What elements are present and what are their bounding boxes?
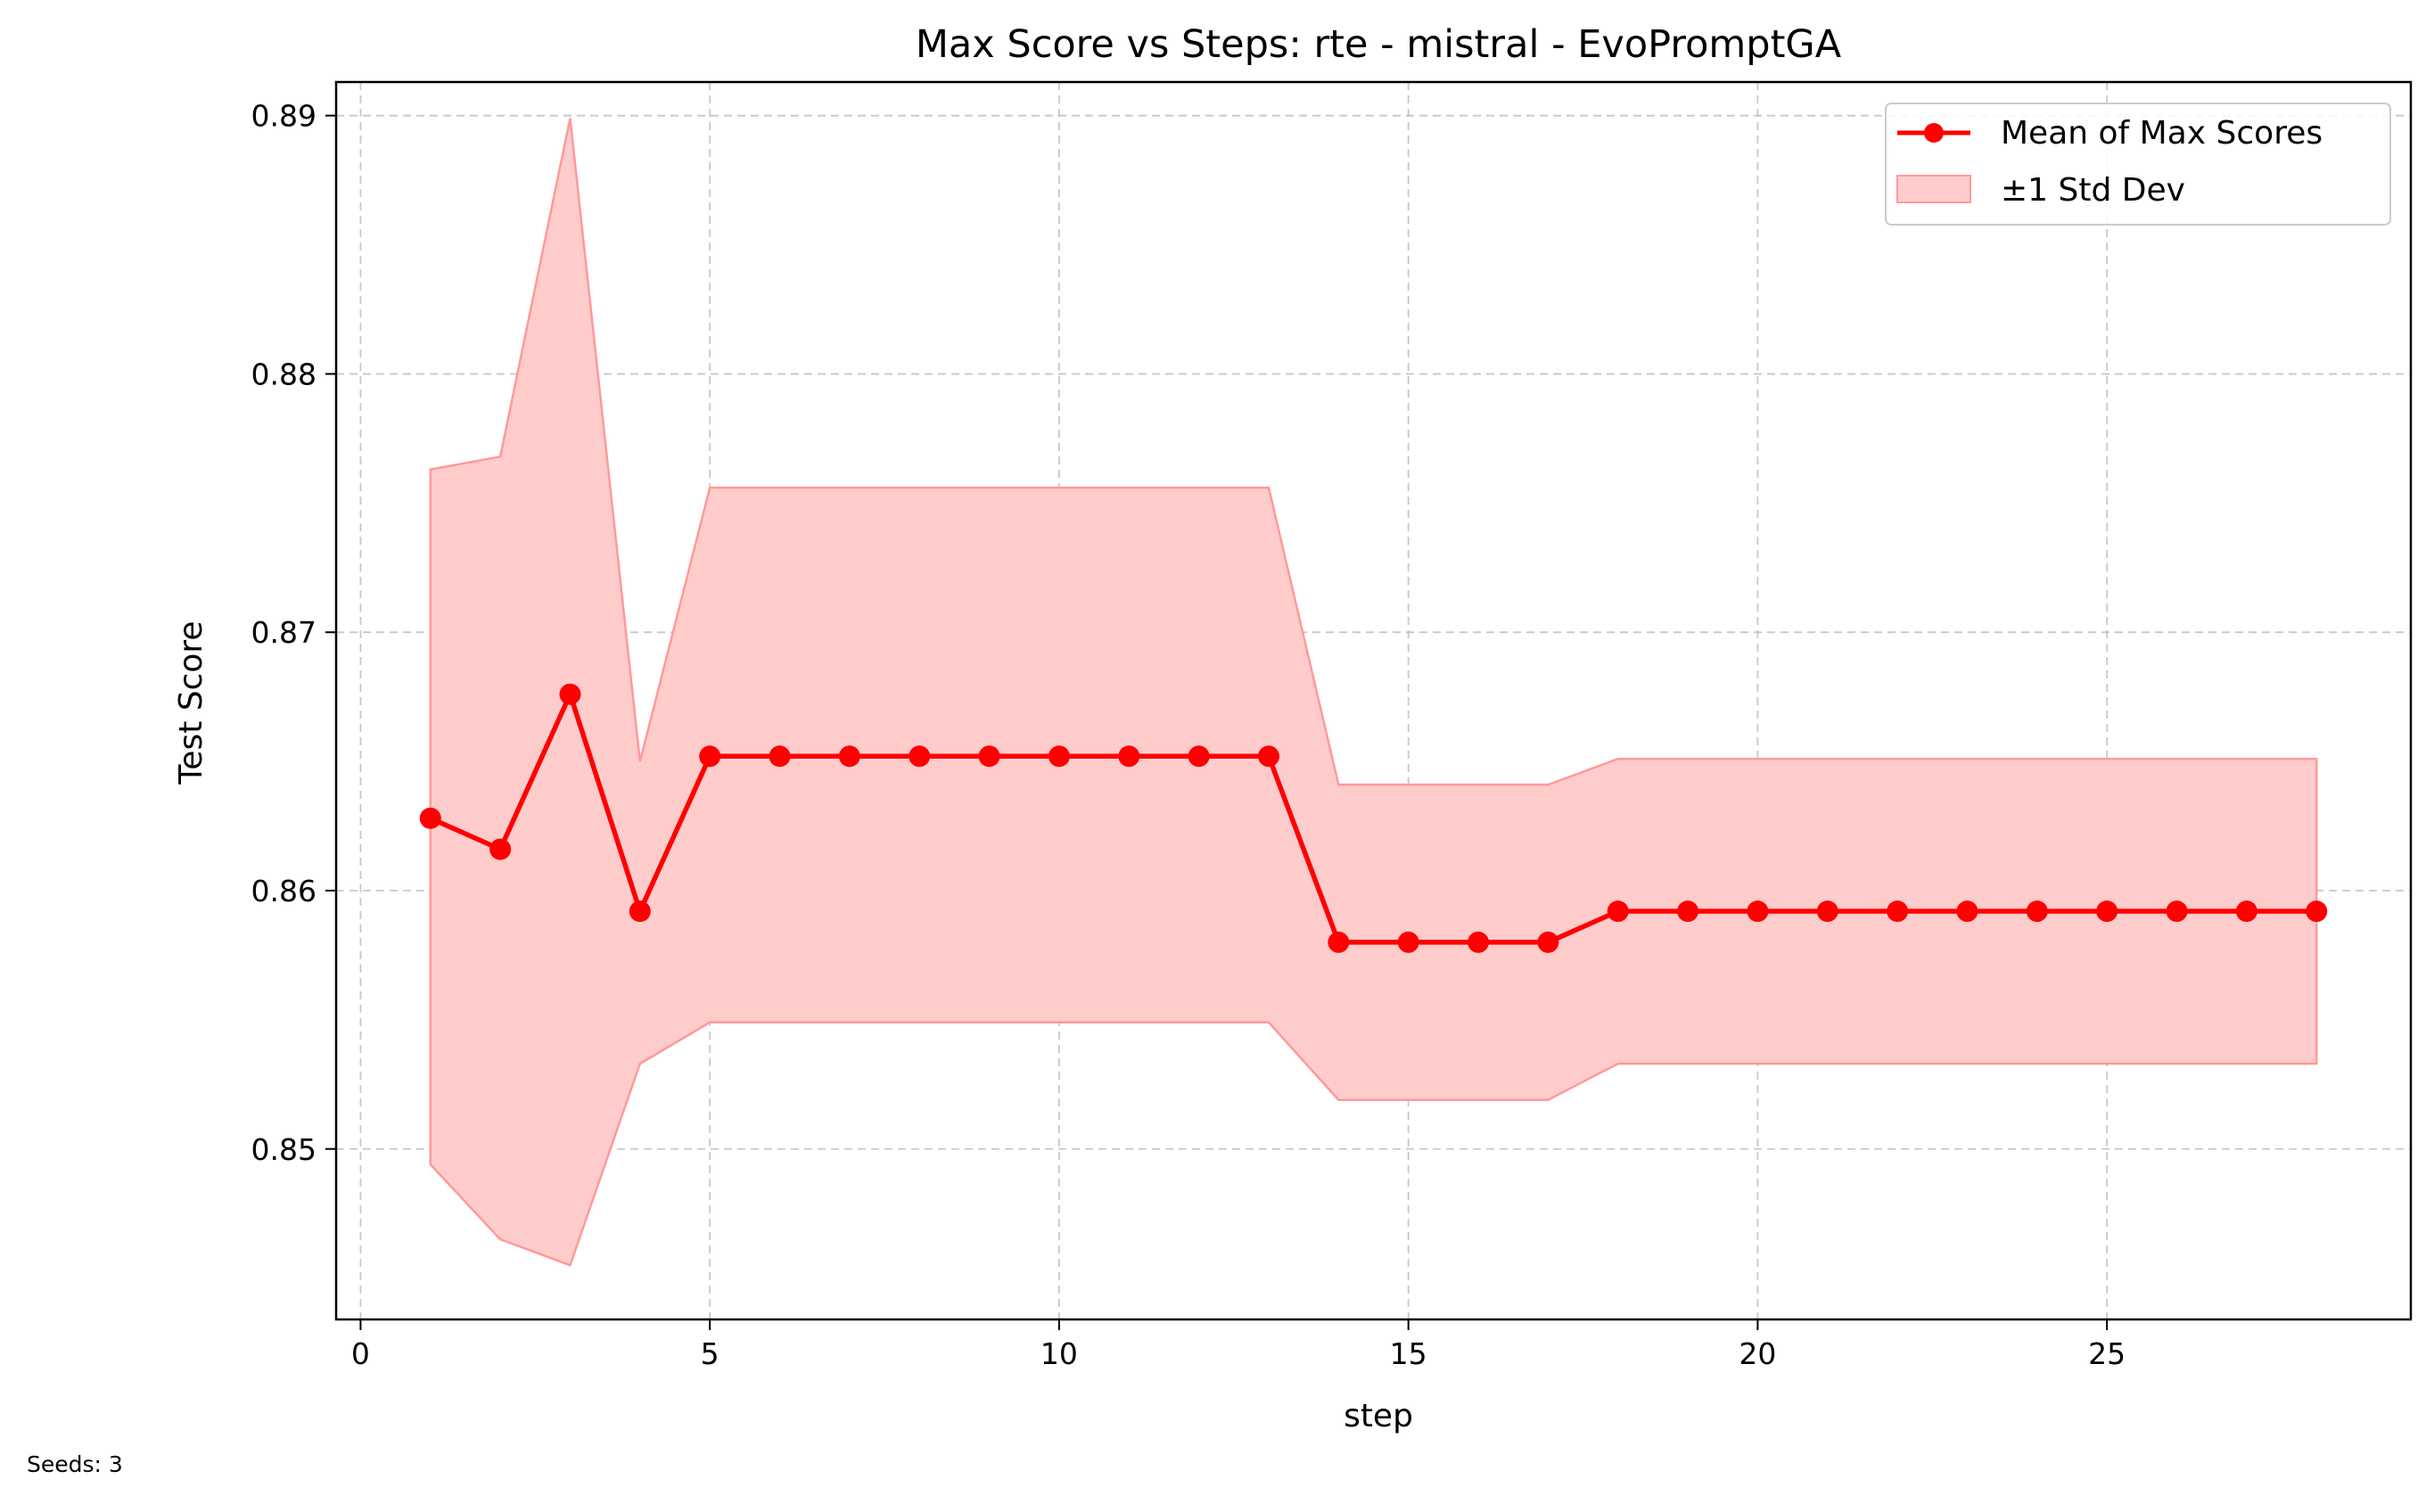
- y-tick-label: 0.85: [251, 1132, 317, 1167]
- x-tick-label: 15: [1390, 1336, 1427, 1371]
- data-point: [838, 745, 860, 768]
- y-tick-label: 0.89: [251, 99, 317, 134]
- data-point: [1537, 931, 1559, 953]
- data-point: [489, 838, 512, 860]
- x-axis-ticks: 0 5 10 15 20 25: [351, 1319, 2126, 1371]
- data-point: [1677, 900, 1699, 923]
- x-tick-label: 0: [351, 1336, 370, 1371]
- y-tick-label: 0.87: [251, 615, 317, 650]
- data-point: [1956, 900, 1978, 923]
- std-dev-band-area: [429, 118, 2318, 1267]
- data-point: [699, 745, 721, 768]
- data-point: [2306, 900, 2328, 923]
- legend-band-swatch: [1896, 175, 1971, 203]
- data-point: [909, 745, 931, 768]
- data-point: [1397, 931, 1419, 953]
- seeds-footnote: Seeds: 3: [27, 1451, 123, 1477]
- data-point: [1048, 745, 1070, 768]
- series-points-layer: [419, 683, 2328, 953]
- legend-label-mean: Mean of Max Scores: [2001, 115, 2323, 152]
- x-tick-label: 10: [1040, 1336, 1078, 1371]
- data-point: [629, 900, 651, 923]
- data-point: [1188, 745, 1210, 768]
- data-point: [419, 807, 441, 829]
- x-axis-label: step: [1344, 1398, 1413, 1434]
- data-point: [2235, 900, 2257, 923]
- series-line: [429, 692, 2317, 945]
- data-point: [2096, 900, 2118, 923]
- x-tick-label: 25: [2088, 1336, 2126, 1371]
- std-dev-band: [429, 118, 2318, 1267]
- data-point: [1887, 900, 1909, 923]
- x-tick-label: 20: [1739, 1336, 1776, 1371]
- y-tick-label: 0.88: [251, 357, 317, 391]
- legend: Mean of Max Scores ±1 Std Dev: [1885, 103, 2391, 226]
- legend-marker-swatch: [1924, 123, 1944, 143]
- y-axis-label: Test Score: [173, 620, 210, 785]
- data-point: [559, 683, 581, 705]
- data-point: [1118, 745, 1140, 768]
- y-axis-ticks: 0.85 0.86 0.87 0.88 0.89: [251, 99, 336, 1167]
- chart-title: Max Score vs Steps: rte - mistral - EvoP…: [916, 22, 1842, 67]
- data-point: [1607, 900, 1629, 923]
- data-point: [1468, 931, 1490, 953]
- data-point: [1816, 900, 1838, 923]
- x-tick-label: 5: [701, 1336, 720, 1371]
- data-point: [2166, 900, 2188, 923]
- data-point: [1257, 745, 1279, 768]
- legend-box: [1885, 103, 2391, 226]
- series-line-layer: [429, 692, 2317, 945]
- data-point: [769, 745, 791, 768]
- data-point: [978, 745, 1000, 768]
- y-tick-label: 0.86: [251, 874, 317, 908]
- data-point: [1328, 931, 1350, 953]
- legend-label-band: ±1 Std Dev: [2001, 172, 2185, 209]
- data-point: [2026, 900, 2048, 923]
- plot-frame: [334, 80, 2413, 1321]
- grid: [336, 82, 2411, 1319]
- data-point: [1747, 900, 1769, 923]
